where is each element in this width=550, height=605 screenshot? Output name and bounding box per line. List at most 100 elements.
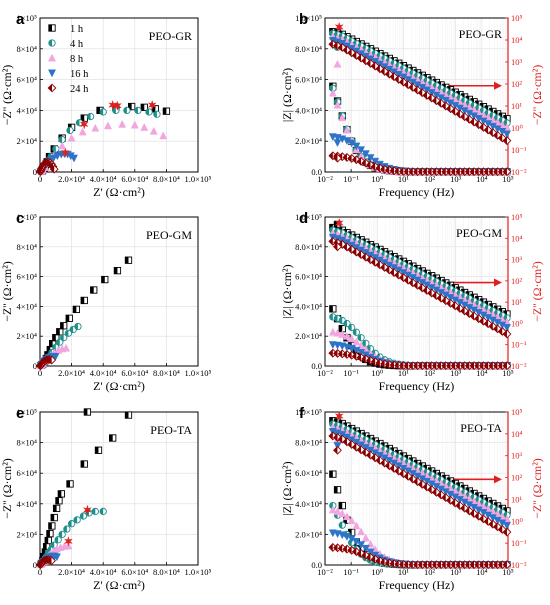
data-point-fill bbox=[390, 559, 395, 568]
x-tick-label: 10⁻¹ bbox=[343, 368, 359, 378]
data-point-fill bbox=[446, 560, 451, 569]
y-tick-label: 6×10⁴ bbox=[16, 468, 37, 478]
y2-tick-label: 10⁰ bbox=[511, 516, 524, 526]
x-tick-label: 1.0×10⁵ bbox=[185, 567, 212, 577]
data-point bbox=[58, 141, 67, 150]
data-point-fill bbox=[484, 319, 489, 328]
data-point-fill bbox=[380, 263, 385, 272]
data-point-fill bbox=[347, 154, 352, 163]
data-point-fill bbox=[404, 80, 409, 89]
data-point-fill bbox=[347, 245, 352, 254]
data-point-fill bbox=[418, 560, 423, 569]
data-point-fill bbox=[125, 257, 129, 264]
data-point-fill bbox=[470, 560, 475, 569]
y2-tick-label: 10¹ bbox=[511, 297, 523, 307]
data-point-fill bbox=[366, 356, 371, 365]
data-point-fill bbox=[451, 560, 456, 569]
data-point-fill bbox=[441, 361, 446, 370]
data-point-fill bbox=[56, 328, 60, 335]
data-point-fill bbox=[413, 86, 418, 94]
data-point bbox=[342, 512, 351, 521]
data-point-fill bbox=[347, 440, 352, 449]
sample-annotation: PEO-GM bbox=[456, 226, 502, 240]
series-phase-3 bbox=[328, 428, 511, 530]
x-tick-label: 10¹ bbox=[398, 174, 410, 184]
data-point-fill bbox=[489, 520, 493, 528]
x-tick-label: 0 bbox=[38, 567, 42, 577]
data-point-fill bbox=[484, 560, 489, 569]
data-point-fill bbox=[474, 120, 479, 129]
data-point bbox=[502, 130, 511, 139]
data-point-fill bbox=[338, 435, 343, 443]
data-point-fill bbox=[352, 352, 357, 361]
data-point-fill bbox=[353, 348, 357, 355]
legend-marker-fill bbox=[48, 39, 52, 47]
data-point-fill bbox=[329, 313, 333, 321]
data-point-fill bbox=[474, 314, 479, 323]
data-point-fill bbox=[390, 361, 395, 369]
data-point-fill bbox=[418, 284, 423, 292]
data-point-fill bbox=[114, 267, 118, 274]
data-point-fill bbox=[343, 545, 347, 553]
data-point-fill bbox=[352, 248, 357, 256]
data-point-fill bbox=[479, 361, 484, 370]
data-point bbox=[361, 150, 370, 159]
data-point-fill bbox=[333, 243, 338, 251]
data-point-fill bbox=[371, 357, 376, 366]
data-point-fill bbox=[353, 329, 357, 336]
data-point-fill bbox=[498, 327, 503, 336]
data-point-fill bbox=[329, 151, 333, 160]
chart-panel-e: 0 2.0×10⁴ 4.0×10⁴ 6.0×10⁴ 8.0×10⁴ 1.0×10⁵ 0 2×1… bbox=[0, 405, 211, 592]
data-point-fill bbox=[423, 560, 427, 569]
data-point-fill bbox=[125, 411, 129, 419]
x-axis-label: Frequency (Hz) bbox=[379, 578, 455, 592]
data-point-fill bbox=[489, 322, 493, 331]
data-point-fill bbox=[333, 433, 338, 442]
data-point-fill bbox=[52, 145, 56, 153]
data-point-fill bbox=[423, 286, 427, 295]
y-axis-label: |Z| (Ω·cm²) bbox=[280, 68, 294, 122]
data-point-fill bbox=[437, 167, 442, 176]
data-point-fill bbox=[66, 315, 70, 322]
data-point-fill bbox=[437, 99, 442, 108]
data-point-fill bbox=[503, 560, 507, 569]
panel-label: a bbox=[16, 11, 25, 28]
x-tick-label: 10⁰ bbox=[371, 174, 384, 184]
y-axis-label: −Z'' (Ω·cm²) bbox=[0, 261, 14, 322]
data-point-fill bbox=[63, 525, 67, 533]
data-point-fill bbox=[339, 502, 343, 509]
data-point bbox=[49, 154, 58, 163]
y2-tick-label: 10³ bbox=[511, 57, 523, 67]
legend-label: 4 h bbox=[70, 39, 84, 50]
legend-label: 8 h bbox=[70, 54, 84, 65]
sample-annotation: PEO-GM bbox=[146, 228, 192, 242]
data-point-fill bbox=[451, 107, 456, 116]
plot-area bbox=[40, 217, 198, 366]
highlight-marker bbox=[108, 99, 118, 111]
series-4 bbox=[35, 157, 59, 177]
data-point-fill bbox=[441, 296, 446, 305]
y2-tick-label: 10¹ bbox=[511, 494, 523, 504]
data-point-fill bbox=[437, 294, 442, 302]
data-point-fill bbox=[404, 560, 409, 569]
y2-tick-label: 10³ bbox=[511, 255, 523, 265]
data-point-fill bbox=[456, 110, 460, 118]
data-point-fill bbox=[366, 553, 371, 562]
data-point-fill bbox=[432, 488, 437, 497]
y-tick-label: 0 bbox=[33, 560, 37, 570]
x-tick-label: 10⁻² bbox=[317, 174, 333, 184]
data-point-fill bbox=[371, 62, 376, 70]
data-point-fill bbox=[101, 276, 105, 283]
x-tick-label: 10⁻² bbox=[317, 368, 333, 378]
data-point bbox=[338, 509, 347, 518]
data-point-fill bbox=[128, 103, 132, 110]
y-axis-label: −Z'' (Ω·cm²) bbox=[0, 65, 14, 126]
data-point-fill bbox=[503, 119, 507, 127]
plot-frame bbox=[39, 17, 199, 173]
data-point-fill bbox=[460, 112, 465, 121]
data-point-fill bbox=[399, 167, 404, 176]
chart-panel-b: 0.0 2.0×10⁴ 4.0×10⁴ 6.0×10⁴ 8.0×10⁴ 1.0×10⁵ 10… bbox=[280, 11, 544, 199]
y-tick-label: 2.0×10⁴ bbox=[295, 136, 322, 146]
data-point-fill bbox=[343, 516, 347, 524]
